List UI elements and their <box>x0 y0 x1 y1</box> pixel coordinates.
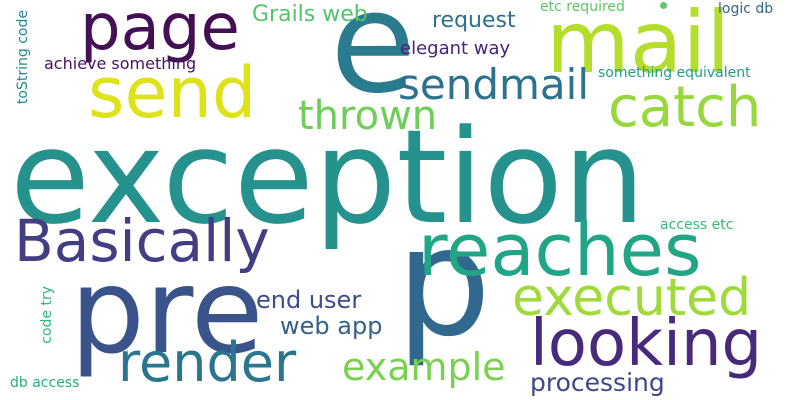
word-executed: executed <box>512 268 752 328</box>
word-catch: catch <box>608 75 762 140</box>
word-e: e <box>330 0 417 125</box>
word-example: example <box>342 345 506 389</box>
word-p: p <box>396 196 492 370</box>
word-something-equivalent: something equivalent <box>598 65 751 81</box>
word-reaches: reaches <box>418 208 702 292</box>
word-thrown: thrown <box>298 93 438 139</box>
word-sendmail: sendmail <box>398 60 589 109</box>
word-send: send <box>88 52 257 134</box>
word-grails-web: Grails web <box>252 2 368 27</box>
word-code-try: code try <box>39 286 55 344</box>
word-mail: mail <box>546 0 731 93</box>
word-render: render <box>118 331 297 394</box>
word-end-user: end user <box>256 286 362 314</box>
word-tostring-code: toString code <box>15 10 31 105</box>
word-pre: pre <box>70 242 264 380</box>
word-achieve-something: achieve something <box>44 54 197 73</box>
word-request: request <box>432 8 516 33</box>
word-web-app: web app <box>280 312 383 340</box>
word-access-etc: access etc <box>660 217 734 233</box>
word-basically: Basically <box>14 207 270 275</box>
word-page: page <box>80 0 240 65</box>
word-elegant-way: elegant way <box>400 38 511 59</box>
dot-decoration <box>660 2 667 9</box>
word-looking: looking <box>530 307 763 381</box>
word-db-access: db access <box>10 375 80 391</box>
word-processing: processing <box>530 368 665 397</box>
word-etc-required: etc required <box>540 0 625 15</box>
word-exception: exception <box>10 101 646 253</box>
word-logic-db: logic db <box>718 1 774 17</box>
